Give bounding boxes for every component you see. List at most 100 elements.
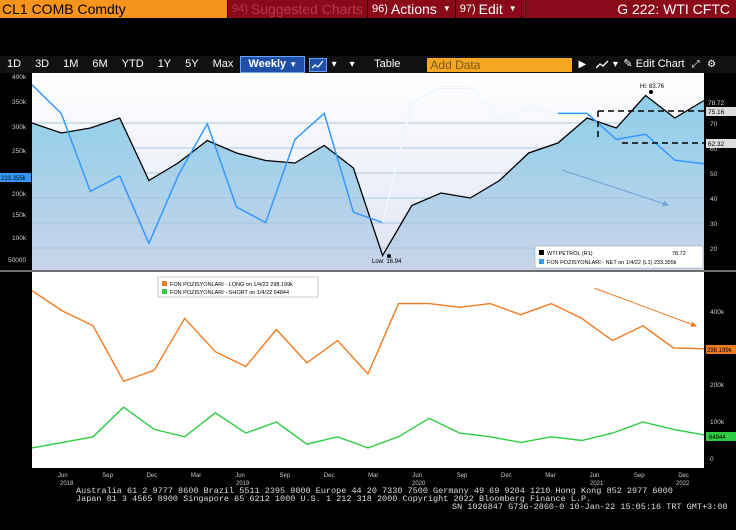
frequency-label: Weekly [248,58,287,70]
period-5y-button[interactable]: 5Y [185,58,199,70]
chevron-down-icon: ▼ [289,60,298,69]
right-tick: 50 [710,171,718,178]
right-label-hi: 75.16 [708,109,725,116]
right-tick: 60 [710,146,718,153]
period-1m-button[interactable]: 1M [63,58,79,70]
legend-swatch-wti [539,250,544,255]
left-tick: 150k [12,212,27,219]
x-tick-label: Sep [102,473,113,479]
right-badge-support [706,139,736,148]
x-tick-label: Dec [147,473,158,479]
x-tick-label: Dec [678,473,689,479]
function-title: G 222: WTI CFTC [521,0,736,18]
actions-number: 96) [371,3,388,15]
legend-long-label: FON POZISYONLARI - LONG on 1/4/22 298.19… [170,282,293,288]
table-button[interactable]: Table [374,58,401,70]
legend-short-label: FON POZISYONLARI - SHORT on 1/4/22 64844 [170,290,289,296]
legend-wti-value: 78.72 [672,251,686,257]
period-ytd-button[interactable]: YTD [121,58,144,70]
line-chart-icon[interactable] [309,57,328,72]
left-tick: 400k [12,74,27,81]
x-tick-label: Dec [501,473,512,479]
wti-line [31,94,705,258]
x-year-label: 2021 [590,481,604,487]
edit-chart-button[interactable]: ✎ Edit Chart [620,56,687,73]
left-tick: 300k [12,124,27,131]
frequency-dropdown[interactable]: Weekly ▼ [240,56,306,73]
right-label-short: 64844 [709,435,726,441]
chart-type-chevron-icon[interactable]: ▾ [331,59,337,70]
fullscreen-icon[interactable]: ⤢ [691,59,700,70]
right-tick: 200k [710,382,725,389]
add-data-input[interactable]: Add Data [427,57,573,72]
left-tick: 50000 [8,257,26,264]
x-tick-label: Sep [280,473,291,479]
bottom-legend [157,276,319,298]
right-label-long: 298.199k [707,348,733,354]
bottom-panel-bg [32,272,704,468]
x-tick-label: Jun [235,473,245,479]
x-tick-label: Sep [457,473,468,479]
pencil-icon: ✎ [623,58,633,70]
trend-arrow-blue [561,169,669,207]
legend-net-label: FON POZISYONLARI - NET on 1/4/22 (L1) 23… [547,260,677,266]
legend-swatch-net [539,259,544,264]
period-1y-button[interactable]: 1Y [157,58,172,70]
suggested-charts-label: Suggested Charts [250,1,363,17]
x-axis-years: 2018 2019 2020 2021 2022 [60,481,690,487]
right-badge-hi [706,107,736,116]
left-tick: 350k [12,99,27,106]
legend-wti-label: WTI PETROL (R1) [547,251,593,257]
x-tick-label: Mar [545,473,555,479]
top-right-axis: 70 60 50 40 30 20 [710,121,718,253]
left-value-badge [0,173,31,182]
x-tick-label: Jun [590,473,600,479]
period-1d-button[interactable]: 1D [7,58,22,70]
period-max-button[interactable]: Max [212,58,234,70]
x-year-label: 2022 [676,481,690,487]
low-annotation: Low: 16.94 [372,259,402,265]
right-tick: 70 [710,121,718,128]
right-tick: 400k [710,309,725,316]
right-tick: 0 [710,456,714,463]
right-label-wti: 78.72 [708,100,725,107]
legend-swatch-long [162,281,167,286]
left-value-label: 233.355k [1,176,27,182]
security-ticker[interactable]: CL1 COMB Comdty [0,0,228,18]
left-tick: 200k [12,191,27,198]
chevron-down-icon: ▼ [508,4,517,13]
x-year-label: 2019 [236,481,250,487]
chevron-right-icon[interactable]: ▶ [578,59,587,70]
edit-label: Edit [478,1,503,17]
top-left-axis: 400k 350k 300k 250k 200k 150k 100k 50000 [8,74,27,264]
chart-area: Hi: 83.76 Low: 16.94 WTI PETROL (R1) 78.… [0,73,736,530]
edit-number: 97) [459,3,476,15]
suggested-charts-button[interactable]: 94) Suggested Charts [228,0,368,18]
right-badge-long [706,345,736,354]
period-3d-button[interactable]: 3D [35,58,50,70]
chevron-down-icon[interactable]: ▾ [612,59,618,70]
x-tick-label: Sep [634,473,645,479]
left-tick: 250k [12,148,27,155]
right-tick: 100k [710,419,725,426]
period-6m-button[interactable]: 6M [92,58,108,70]
period-toolbar: 1D 3D 1M 6M YTD 1Y 5Y Max Weekly ▼ ▾ ▾ T… [0,56,736,73]
trend-arrow-orange [593,287,697,328]
low-marker [387,254,391,258]
x-year-label: 2018 [60,481,74,487]
actions-label: Actions [390,1,437,17]
left-tick: 100k [12,235,27,242]
edit-menu-button[interactable]: 97) Edit ▼ [455,0,522,18]
hi-marker [649,90,653,94]
short-positions-line [31,406,705,449]
title-bar: CL1 COMB Comdty 94) Suggested Charts 96)… [0,0,736,18]
footer-line-3: SN 1026847 G736-2860-0 10-Jan-22 15:05:1… [452,502,728,512]
line-chart-icon[interactable] [594,56,610,73]
chart-svg: Hi: 83.76 Low: 16.94 WTI PETROL (R1) 78.… [0,73,736,487]
chart-style-chevron-icon[interactable]: ▾ [349,59,355,70]
footer-line-2: Japan 81 3 4565 8900 Singapore 65 6212 1… [76,494,592,504]
suggested-charts-number: 94) [232,3,248,15]
settings-icon[interactable]: ⚙ [707,59,717,70]
actions-menu-button[interactable]: 96) Actions ▼ [367,0,456,18]
footer-line-1: Australia 61 2 9777 8600 Brazil 5511 239… [76,486,673,496]
